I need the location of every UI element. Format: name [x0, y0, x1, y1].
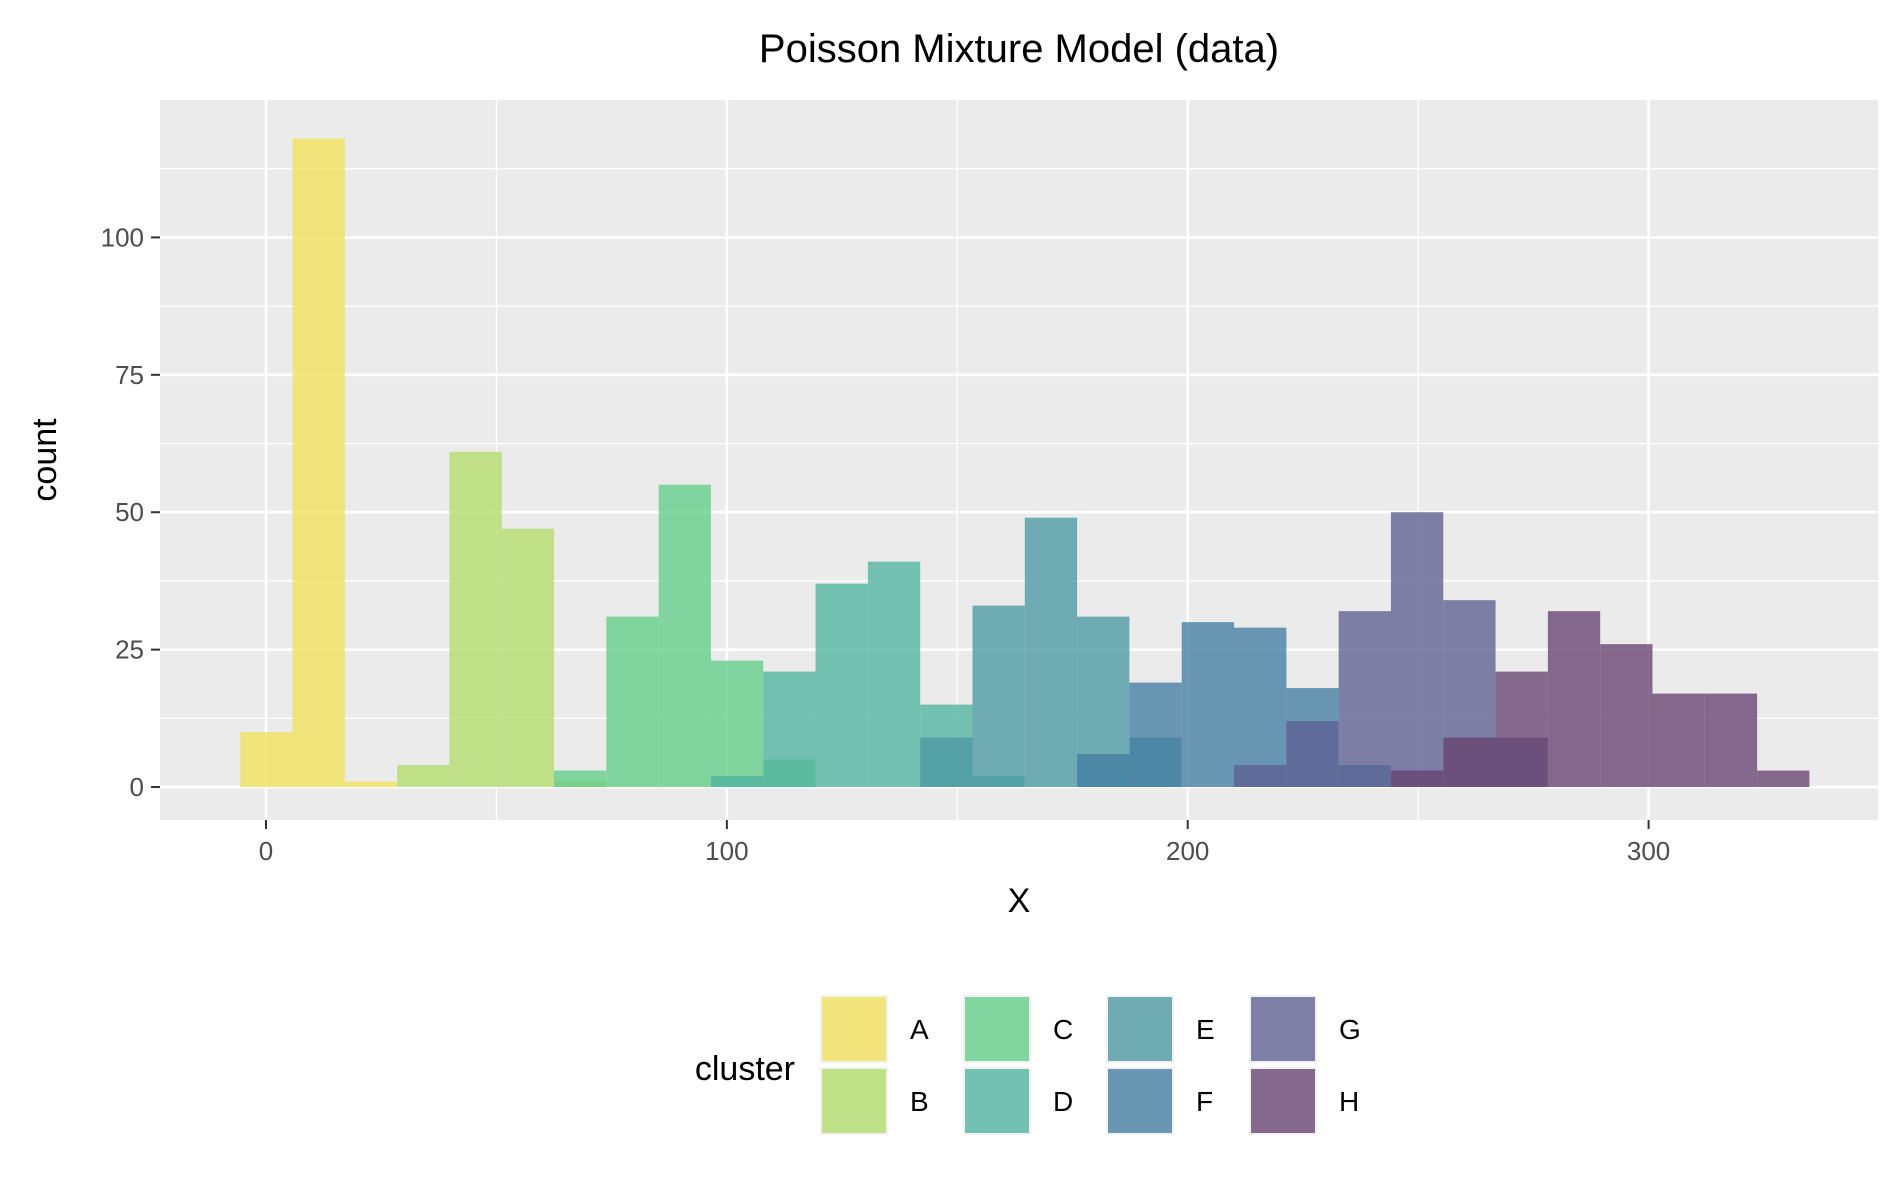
legend-label-f: F	[1196, 1086, 1213, 1117]
legend-swatch-f	[1108, 1069, 1172, 1133]
y-tick-label: 75	[115, 360, 144, 390]
histogram-bar-h	[1390, 770, 1444, 788]
histogram-bar-h	[1757, 770, 1810, 788]
histogram-bar-e	[1024, 517, 1078, 788]
legend-swatch-d	[965, 1069, 1029, 1133]
legend-label-d: D	[1053, 1086, 1073, 1117]
histogram-bar-d	[867, 561, 921, 788]
histogram-bar-c	[606, 616, 659, 788]
histogram-bar-h	[1704, 693, 1758, 788]
x-tick-label: 0	[259, 836, 273, 866]
legend-label-h: H	[1339, 1086, 1359, 1117]
legend-swatch-g	[1251, 997, 1315, 1061]
histogram-bar-f	[1234, 627, 1287, 788]
histogram-bar-g	[1286, 721, 1339, 788]
histogram-bar-b	[449, 451, 502, 788]
histogram-bar-h	[1443, 737, 1496, 788]
histogram-bar-f	[1077, 754, 1130, 788]
y-tick-label: 25	[115, 635, 144, 665]
legend-swatch-a	[822, 997, 886, 1061]
histogram-bar-d	[763, 671, 816, 788]
y-axis: 0 25 50 75 100	[101, 222, 160, 802]
y-tick-label: 0	[130, 772, 144, 802]
legend-swatch-b	[822, 1069, 886, 1133]
histogram-bar-g	[1390, 512, 1444, 788]
legend-label-a: A	[910, 1014, 929, 1045]
histogram-bar-d	[815, 583, 868, 788]
legend-label-b: B	[910, 1086, 929, 1117]
legend-swatch-h	[1251, 1069, 1315, 1133]
histogram-bar-e	[920, 737, 973, 788]
histogram-bar-f	[1129, 682, 1182, 788]
histogram-bar-g	[1234, 765, 1287, 788]
histogram-bar-d	[710, 776, 764, 788]
histogram-bar-a	[240, 732, 293, 788]
grid-minor	[160, 100, 1880, 820]
legend-swatch-e	[1108, 997, 1172, 1061]
legend-label-g: G	[1339, 1014, 1361, 1045]
y-axis-title: count	[26, 418, 64, 502]
x-tick-label: 300	[1627, 836, 1670, 866]
x-tick-label: 200	[1166, 836, 1209, 866]
histogram-bar-h	[1495, 671, 1548, 788]
histogram-bar-c	[658, 484, 711, 788]
histogram-bar-h	[1547, 611, 1601, 788]
histogram-bar-f	[1181, 622, 1235, 788]
histogram-bar-b	[397, 765, 450, 788]
legend: cluster A B C D E F G H	[695, 995, 1361, 1135]
histogram-bars	[240, 138, 1810, 788]
histogram-bar-a	[344, 781, 398, 788]
y-tick-label: 100	[101, 222, 144, 252]
chart-title: Poisson Mixture Model (data)	[759, 27, 1279, 71]
x-axis-title: X	[1008, 882, 1031, 920]
histogram-bar-c	[554, 770, 607, 788]
histogram-bar-h	[1652, 693, 1705, 788]
histogram-bar-g	[1338, 611, 1391, 788]
legend-label-e: E	[1196, 1014, 1215, 1045]
x-tick-label: 100	[705, 836, 748, 866]
histogram-bar-a	[292, 138, 345, 788]
histogram-bar-c	[710, 660, 764, 788]
legend-swatch-c	[965, 997, 1029, 1061]
histogram-bar-h	[1600, 644, 1653, 788]
legend-label-c: C	[1053, 1014, 1073, 1045]
x-axis: 0 100 200 300	[259, 820, 1670, 866]
histogram-bar-b	[501, 528, 555, 788]
y-tick-label: 50	[115, 497, 144, 527]
legend-title: cluster	[695, 1050, 795, 1088]
histogram-bar-e	[972, 605, 1025, 788]
